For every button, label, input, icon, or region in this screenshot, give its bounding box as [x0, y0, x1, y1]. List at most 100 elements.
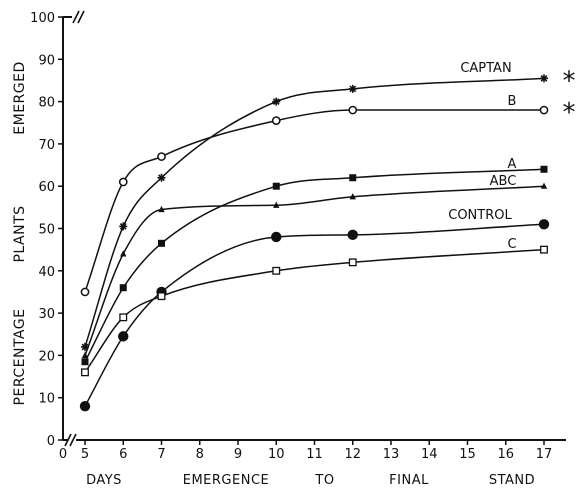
data-point [158, 205, 165, 213]
y-axis-title: PERCENTAGE PLANTS EMERGED [12, 61, 28, 405]
marker-shape [81, 358, 89, 366]
data-point [349, 193, 356, 200]
y-tick-label: 60 [38, 180, 55, 195]
marker-stroke [81, 343, 89, 351]
series-line-b [84, 109, 544, 293]
marker-shape [81, 368, 89, 377]
marker-shape [119, 284, 127, 292]
data-point [79, 400, 91, 412]
data-point [158, 239, 165, 247]
x-axis-title-word: TO [314, 473, 334, 488]
series-label-captan: CAPTAN [460, 61, 511, 76]
data-point [118, 331, 129, 342]
y-tick-label: 90 [38, 53, 55, 68]
marker-stroke [272, 98, 280, 105]
data-point [540, 182, 548, 189]
x-tick-label: 14 [421, 447, 438, 462]
top-axis-break-mark [72, 10, 80, 24]
data-point [540, 74, 548, 83]
series-label-control: CONTROL [448, 208, 512, 223]
series-markers [79, 74, 550, 412]
marker-stroke [540, 74, 548, 82]
y-tick-label: 20 [38, 349, 55, 364]
x-tick-label: 15 [459, 447, 476, 462]
y-axis-title-word: EMERGED [12, 61, 28, 134]
marker-shape [349, 174, 357, 182]
x-tick-label: 12 [344, 447, 361, 462]
x-tick-label: 7 [157, 447, 165, 462]
data-point [539, 105, 549, 115]
series-line-captan [84, 77, 545, 348]
data-point [120, 250, 127, 257]
data-point [81, 342, 89, 351]
data-point [271, 116, 281, 125]
data-point [272, 97, 281, 106]
marker-stroke [349, 85, 357, 93]
data-point [119, 284, 127, 292]
x-tick-label: 10 [268, 447, 285, 462]
marker-shape [348, 105, 358, 115]
marker-shape [347, 229, 358, 241]
top-axis-break-mark [77, 10, 85, 24]
data-point [540, 165, 548, 173]
x-tick-label: 9 [234, 447, 242, 462]
marker-shape [118, 177, 128, 187]
marker-shape [118, 331, 129, 342]
marker-shape [349, 193, 356, 200]
marker-shape [540, 182, 548, 189]
x-tick-label: 5 [81, 447, 89, 462]
x-axis-title-word: DAYS [86, 473, 122, 488]
data-point [118, 177, 128, 187]
data-point [347, 229, 358, 241]
series-label-abc: ABC [490, 174, 517, 189]
data-point [157, 173, 166, 182]
marker-shape [540, 245, 548, 254]
x-axis-title: DAYS EMERGENCE TO FINAL STAND [86, 473, 535, 488]
marker-shape [348, 258, 357, 267]
data-point [81, 368, 89, 377]
y-tick-label: 80 [38, 96, 55, 111]
data-point [349, 174, 357, 182]
data-point [271, 231, 282, 243]
series-line-control [84, 223, 545, 407]
significance-asterisk: * [563, 98, 576, 128]
marker-shape [538, 219, 550, 230]
y-axis-ticks: 0 10 20 30 40 50 60 70 80 90 100 [30, 11, 63, 449]
data-point [348, 258, 357, 267]
data-point [119, 222, 128, 231]
marker-shape [120, 250, 127, 257]
data-point [119, 313, 128, 322]
data-point [348, 84, 357, 93]
marker-shape [81, 351, 89, 358]
marker-shape [157, 292, 166, 301]
marker-stroke [119, 222, 127, 230]
x-tick-label: 11 [306, 447, 323, 462]
data-point [538, 219, 550, 230]
x-tick-label: 6 [119, 447, 127, 462]
series-line-abc [84, 185, 545, 356]
data-point [272, 182, 280, 190]
marker-shape [119, 313, 128, 322]
data-point [272, 266, 281, 275]
marker-shape [80, 287, 90, 297]
y-tick-label: 70 [38, 138, 55, 153]
series-label-b: B [508, 94, 517, 109]
marker-shape [158, 205, 165, 213]
series-labels: CAPTAN * B * A ABC CONTROL C [448, 61, 575, 252]
data-point [81, 351, 89, 358]
x-axis-break-mark [64, 433, 72, 447]
data-point [81, 358, 89, 366]
x-axis-title-word: FINAL [389, 473, 429, 488]
marker-shape [272, 182, 280, 190]
series-label-a: A [508, 157, 517, 172]
data-point [157, 152, 166, 161]
y-axis-title-word: PLANTS [12, 205, 28, 262]
data-point [348, 105, 358, 115]
marker-shape [157, 152, 166, 161]
marker-shape [158, 239, 165, 247]
x-tick-label: 13 [383, 447, 400, 462]
series-curves [84, 77, 545, 407]
y-tick-label: 30 [38, 307, 55, 322]
data-point [80, 287, 90, 297]
